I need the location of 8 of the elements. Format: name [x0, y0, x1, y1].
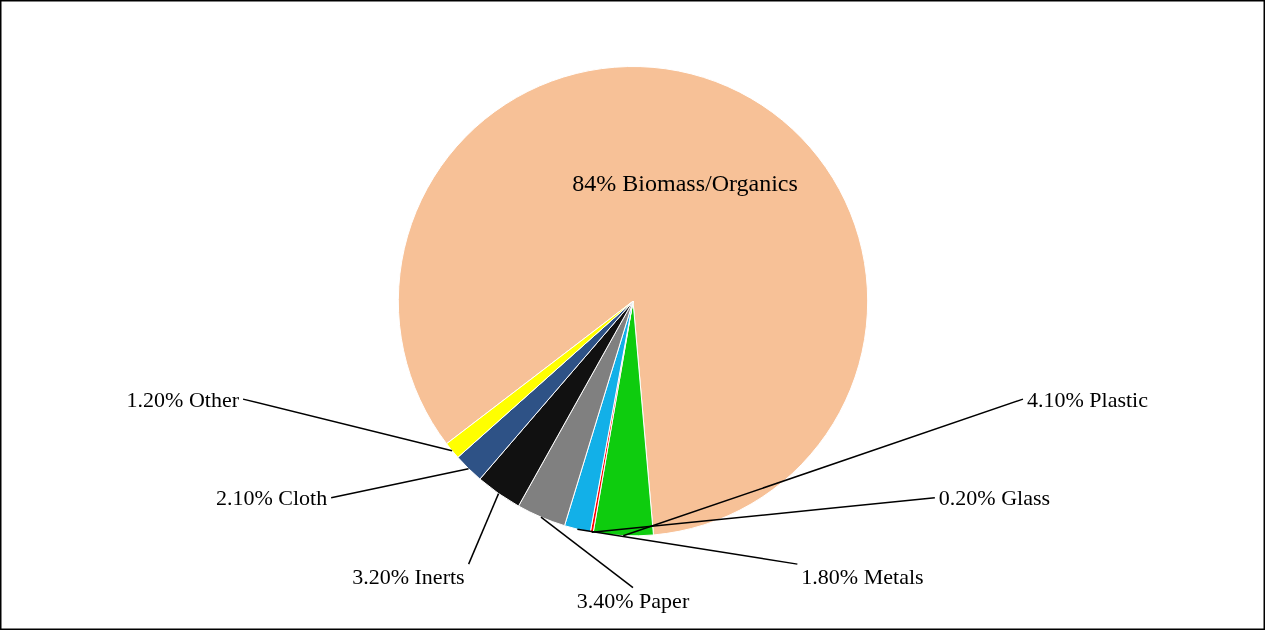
slice-label: 1.20% Other — [126, 386, 240, 412]
slice-label: 0.20% Glass — [938, 485, 1051, 511]
slice-label: 84% Biomass/Organics — [572, 170, 798, 197]
slice-label: 3.20% Inerts — [352, 564, 465, 590]
slice-label: 2.10% Cloth — [215, 485, 328, 511]
slice-label: 3.40% Paper — [576, 587, 690, 613]
slice-label: 1.80% Metals — [801, 564, 924, 590]
slice-label: 4.10% Plastic — [1026, 386, 1149, 412]
